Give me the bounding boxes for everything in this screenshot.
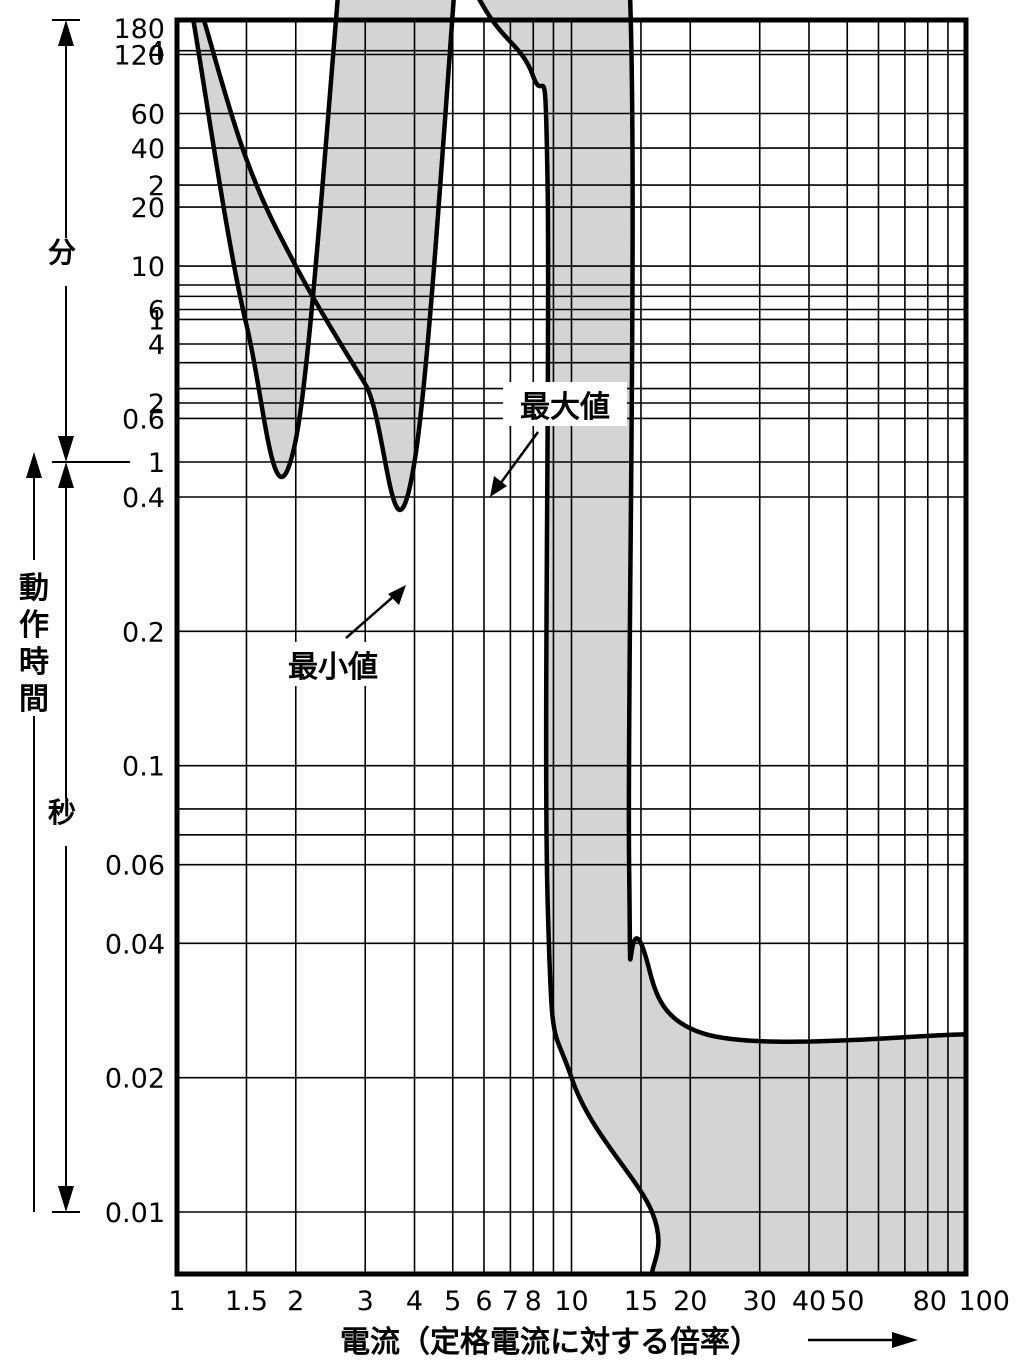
- series-label-min: 最小値: [288, 650, 378, 685]
- x-axis-title: 電流（定格電流に対する倍率）: [340, 1325, 760, 1360]
- x-tick-label: 8: [525, 1286, 542, 1317]
- y-axis-annotation: [26, 19, 130, 1213]
- y-tick-label: 10: [131, 252, 165, 283]
- seconds-arrow-down: [58, 1186, 74, 1212]
- x-tick-label: 3: [357, 1286, 374, 1317]
- y-tick-label: 1: [148, 448, 165, 479]
- x-tick-label: 20: [673, 1286, 707, 1317]
- x-tick-label: 80: [913, 1286, 947, 1317]
- y-tick-label: 0.06: [105, 851, 165, 882]
- y-tick-label: 0.04: [105, 929, 165, 960]
- y-tick-label: 120: [113, 41, 165, 72]
- y-tick-label: 180: [113, 14, 165, 45]
- y-tick-label: 2: [148, 171, 165, 202]
- y-axis-title-char: 動: [19, 571, 49, 606]
- y-tick-label: 0.1: [122, 752, 165, 783]
- y-tick-label: 20: [131, 193, 165, 224]
- band-fill: [193, 0, 966, 1274]
- minutes-arrow-down: [58, 436, 74, 462]
- y-tick-label: 60: [131, 100, 165, 131]
- x-tick-label: 40: [792, 1286, 826, 1317]
- min-curve-line: [191, 0, 661, 1275]
- x-tick-label: 50: [830, 1286, 864, 1317]
- max-curve-line: [201, 0, 967, 1044]
- y-tick-label: 2: [148, 389, 165, 420]
- x-tick-label: 100: [958, 1286, 1010, 1317]
- x-tick-label: 4: [406, 1286, 423, 1317]
- series-label-max: 最大値: [520, 390, 610, 425]
- y-axis-title-char: 時: [19, 645, 49, 680]
- x-axis-arrow: [808, 1332, 918, 1348]
- curves: [191, 0, 967, 1275]
- y-tick-label: 0.4: [122, 483, 165, 514]
- y-tick-label: 0.6: [122, 404, 165, 435]
- legend-min-callout: 最小値: [277, 585, 406, 686]
- y-tick-label: 0.01: [105, 1198, 165, 1229]
- x-tick-label: 15: [624, 1286, 658, 1317]
- y-tick-label: 4: [148, 330, 165, 361]
- y-tick-label: 0.2: [122, 617, 165, 648]
- y-tick-label: 1: [148, 305, 165, 336]
- y-tick-label: 40: [131, 134, 165, 165]
- x-tick-label: 30: [743, 1286, 777, 1317]
- x-tick-label: 1.5: [225, 1286, 268, 1317]
- x-tick-label: 2: [287, 1286, 304, 1317]
- ylabel-arrow-up: [26, 452, 42, 478]
- x-tick-label: 6: [475, 1286, 492, 1317]
- minutes-arrow-up: [58, 20, 74, 46]
- y-tick-label: 0.02: [105, 1064, 165, 1095]
- legend-max-callout: 最大値: [490, 382, 627, 497]
- y-unit-seconds-label: 秒: [48, 796, 76, 829]
- plot-frame: [174, 17, 969, 1277]
- x-tick-label: 7: [502, 1286, 519, 1317]
- operating-band-area: [193, 0, 966, 1274]
- seconds-arrow-up: [58, 462, 74, 488]
- x-tick-label: 5: [444, 1286, 461, 1317]
- y-unit-minutes-label: 分: [48, 236, 76, 269]
- y-tick-labels: 18012060402010642140201064210.60.40.20.1…: [105, 14, 165, 1229]
- y-tick-label: 4: [148, 37, 165, 68]
- y-tick-label: 6: [148, 295, 165, 326]
- x-tick-label: 1: [168, 1286, 185, 1317]
- y-axis-title-char: 間: [19, 682, 49, 717]
- grid: [177, 19, 966, 1274]
- x-tick-label: 10: [554, 1286, 588, 1317]
- y-axis-title-char: 作: [19, 608, 49, 643]
- x-tick-labels: 1 1.5 2 3 4 5 6 7 8 10 15 20 30 40 50 80 100: [168, 1286, 1010, 1317]
